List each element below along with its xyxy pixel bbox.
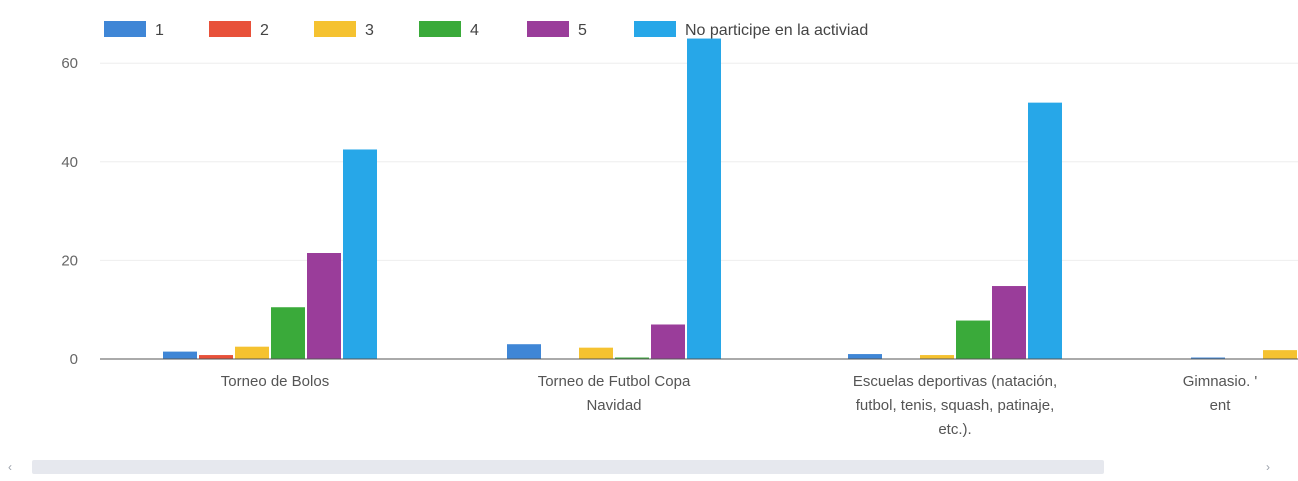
- y-tick-label: 60: [61, 55, 78, 72]
- legend-label[interactable]: 4: [470, 22, 479, 39]
- bar-series-1-cat-1[interactable]: [507, 344, 541, 359]
- bar-series-4-cat-1[interactable]: [615, 357, 649, 359]
- y-tick-label: 20: [61, 252, 78, 269]
- legend-label[interactable]: 2: [260, 22, 269, 39]
- bar-series-3-cat-1[interactable]: [579, 347, 613, 359]
- legend-swatch: [527, 21, 569, 37]
- y-tick-label: 40: [61, 154, 78, 171]
- x-category-label: futbol, tenis, squash, patinaje,: [856, 397, 1054, 414]
- bar-series-2-cat-0[interactable]: [199, 355, 233, 359]
- legend-swatch: [209, 21, 251, 37]
- chart-canvas: 0 20 40 60 Torneo de Bolos Torneo de Futbol …: [61, 21, 1298, 438]
- bar-series-5-cat-1[interactable]: [651, 324, 685, 359]
- bar-series-3-cat-3[interactable]: [1263, 350, 1297, 359]
- legend-swatch: [314, 21, 356, 37]
- bar-series-5-cat-2[interactable]: [992, 286, 1026, 359]
- horizontal-scrollbar[interactable]: ‹ ›: [0, 456, 1298, 480]
- legend[interactable]: 1 2 3 4 5 No participe en la activiad: [104, 21, 868, 39]
- bar-series-1-cat-0[interactable]: [163, 351, 197, 359]
- legend-label[interactable]: 1: [155, 22, 164, 39]
- bar-series-1-cat-3[interactable]: [1191, 357, 1225, 359]
- legend-label[interactable]: 3: [365, 22, 374, 39]
- scroll-left-arrow-icon[interactable]: ‹: [8, 460, 12, 474]
- bars: [163, 38, 1297, 360]
- x-category-label: Escuelas deportivas (natación,: [853, 373, 1057, 390]
- x-category-label: Torneo de Futbol Copa: [538, 373, 691, 390]
- x-category-label: ent: [1210, 397, 1232, 414]
- bar-series-3-cat-2[interactable]: [920, 355, 954, 359]
- bar-series-4-cat-2[interactable]: [956, 320, 990, 359]
- bar-series-5-cat-0[interactable]: [307, 253, 341, 359]
- y-tick-label: 0: [70, 351, 78, 368]
- legend-label[interactable]: No participe en la activiad: [685, 22, 868, 39]
- scroll-right-arrow-icon[interactable]: ›: [1266, 460, 1270, 474]
- bar-series-1-cat-2[interactable]: [848, 354, 882, 359]
- x-category-label: Navidad: [586, 397, 641, 414]
- bar-series-no-participe-en-la-activiad-cat-1[interactable]: [687, 38, 721, 360]
- bar-series-3-cat-0[interactable]: [235, 346, 269, 359]
- x-category-label: Torneo de Bolos: [221, 373, 329, 390]
- bar-series-no-participe-en-la-activiad-cat-0[interactable]: [343, 149, 377, 359]
- legend-swatch: [419, 21, 461, 37]
- x-category-label: etc.).: [938, 421, 971, 438]
- y-axis-ticks: 0 20 40 60: [61, 55, 78, 368]
- legend-swatch: [104, 21, 146, 37]
- bar-series-no-participe-en-la-activiad-cat-2[interactable]: [1028, 102, 1062, 359]
- x-category-label: Gimnasio. ': [1183, 373, 1258, 390]
- bar-series-4-cat-0[interactable]: [271, 307, 305, 359]
- legend-label[interactable]: 5: [578, 22, 587, 39]
- legend-swatch: [634, 21, 676, 37]
- x-axis-labels: Torneo de Bolos Torneo de Futbol Copa Navi…: [221, 373, 1258, 438]
- scrollbar-thumb[interactable]: [32, 460, 1104, 474]
